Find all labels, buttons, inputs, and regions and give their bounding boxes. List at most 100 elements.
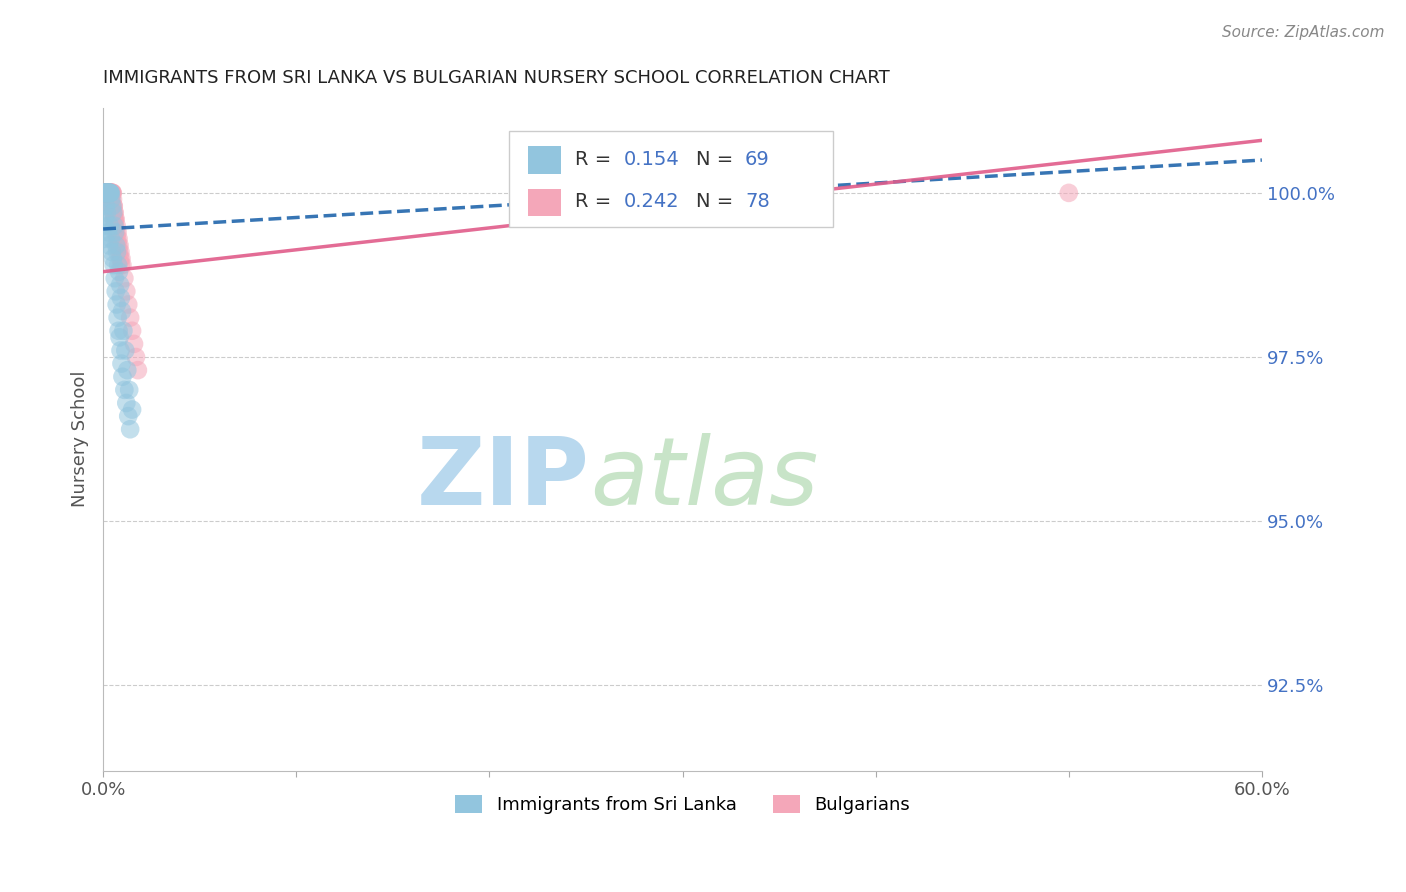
Point — [107, 225, 129, 239]
Point — [111, 369, 134, 384]
Point — [100, 186, 122, 200]
Point — [101, 199, 124, 213]
Point — [104, 285, 127, 299]
Point — [96, 186, 118, 200]
Point — [93, 186, 115, 200]
Point — [107, 258, 129, 272]
Point — [117, 297, 139, 311]
Point — [103, 219, 125, 233]
Point — [121, 324, 143, 338]
Point — [98, 186, 121, 200]
Text: R =: R = — [575, 150, 617, 169]
Point — [111, 258, 134, 272]
Point — [96, 205, 118, 219]
Point — [100, 199, 122, 213]
Point — [97, 186, 120, 200]
Point — [96, 186, 118, 200]
Point — [104, 212, 127, 227]
Point — [103, 212, 125, 227]
Text: 0.242: 0.242 — [623, 192, 679, 211]
Point — [97, 186, 120, 200]
Point — [100, 186, 122, 200]
Point — [98, 186, 121, 200]
Point — [108, 244, 131, 259]
Point — [108, 252, 131, 266]
Point — [101, 186, 124, 200]
Point — [105, 297, 128, 311]
Point — [105, 232, 128, 246]
Point — [94, 186, 117, 200]
Point — [98, 186, 121, 200]
Point — [125, 350, 148, 364]
Point — [97, 186, 120, 200]
Point — [103, 212, 125, 227]
Point — [103, 199, 125, 213]
Point — [94, 186, 117, 200]
Point — [94, 186, 117, 200]
Text: N =: N = — [696, 150, 740, 169]
Point — [97, 186, 120, 200]
Point — [96, 186, 118, 200]
FancyBboxPatch shape — [509, 131, 834, 227]
Point — [97, 186, 120, 200]
Point — [98, 186, 121, 200]
Point — [107, 310, 129, 325]
Point — [93, 186, 115, 200]
Point — [101, 199, 124, 213]
Point — [96, 186, 118, 200]
Point — [97, 186, 120, 200]
Point — [96, 186, 118, 200]
Point — [100, 186, 122, 200]
Point — [93, 219, 115, 233]
Point — [127, 363, 149, 377]
Point — [97, 238, 120, 252]
Point — [108, 238, 131, 252]
Point — [97, 186, 120, 200]
Point — [120, 422, 142, 436]
Point — [97, 186, 120, 200]
Point — [112, 271, 135, 285]
Point — [100, 193, 122, 207]
Point — [97, 186, 120, 200]
Point — [96, 186, 118, 200]
Point — [96, 186, 118, 200]
Point — [103, 199, 125, 213]
Point — [110, 343, 132, 358]
Point — [96, 186, 118, 200]
Point — [94, 186, 117, 200]
Point — [1057, 186, 1080, 200]
Point — [111, 304, 134, 318]
Point — [97, 186, 120, 200]
Legend: Immigrants from Sri Lanka, Bulgarians: Immigrants from Sri Lanka, Bulgarians — [449, 788, 917, 822]
Text: ZIP: ZIP — [418, 433, 589, 524]
Point — [107, 232, 129, 246]
Point — [114, 343, 136, 358]
Point — [105, 219, 128, 233]
Point — [93, 186, 115, 200]
Text: 0.154: 0.154 — [623, 150, 679, 169]
Point — [108, 265, 131, 279]
Point — [94, 186, 117, 200]
Point — [117, 363, 139, 377]
Point — [98, 186, 121, 200]
Point — [96, 186, 118, 200]
Text: IMMIGRANTS FROM SRI LANKA VS BULGARIAN NURSERY SCHOOL CORRELATION CHART: IMMIGRANTS FROM SRI LANKA VS BULGARIAN N… — [103, 69, 890, 87]
Point — [94, 186, 117, 200]
Point — [110, 252, 132, 266]
Point — [93, 186, 115, 200]
Text: 69: 69 — [745, 150, 770, 169]
Point — [97, 186, 120, 200]
Point — [104, 219, 127, 233]
Point — [108, 330, 131, 344]
Point — [101, 186, 124, 200]
Point — [121, 402, 143, 417]
Point — [107, 324, 129, 338]
Point — [110, 291, 132, 305]
Point — [120, 310, 142, 325]
Point — [105, 238, 128, 252]
Point — [94, 186, 117, 200]
FancyBboxPatch shape — [529, 146, 561, 174]
Point — [94, 186, 117, 200]
Point — [101, 186, 124, 200]
Point — [101, 205, 124, 219]
